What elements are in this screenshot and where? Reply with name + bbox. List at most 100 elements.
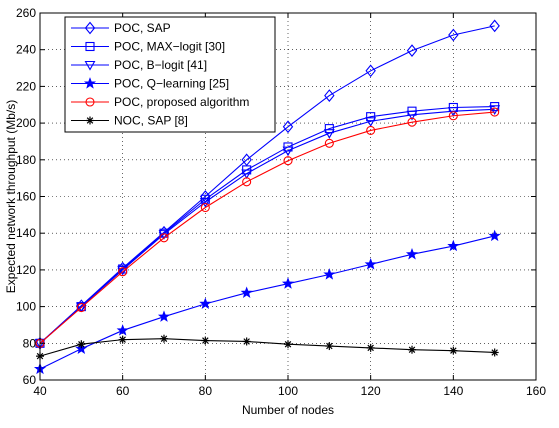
data-point	[118, 335, 127, 344]
data-point	[77, 340, 86, 349]
legend-item: POC, Q−learning [25]	[71, 77, 229, 91]
legend-label: POC, Q−learning [25]	[114, 77, 229, 91]
data-point	[75, 342, 88, 354]
y-tick-label: 240	[16, 43, 36, 57]
x-tick-label: 100	[278, 384, 298, 398]
data-point	[489, 105, 501, 115]
legend-label: POC, MAX−logit [30]	[114, 40, 225, 54]
y-tick-label: 140	[16, 226, 36, 240]
y-tick-label: 100	[16, 300, 36, 314]
legend: POC, SAP POC, MAX−logit [30] POC, B−logit …	[64, 16, 276, 133]
marker-stroke	[160, 335, 168, 342]
data-point	[324, 138, 334, 148]
data-point	[242, 177, 252, 187]
marker-stroke	[202, 337, 209, 344]
x-tick-label: 80	[199, 384, 213, 398]
data-point	[116, 324, 129, 336]
marker-stroke	[119, 336, 126, 343]
data-point	[448, 28, 459, 42]
data-point	[281, 277, 295, 289]
legend-label: POC, proposed algorithm	[114, 95, 249, 109]
axes: 40 60 80 100 120 140 1606080100120140160180200…	[16, 6, 546, 398]
data-point	[282, 120, 294, 134]
data-point	[490, 348, 499, 357]
data-point	[84, 21, 96, 35]
data-point	[157, 310, 171, 322]
data-point	[242, 337, 251, 346]
series-line	[39, 106, 495, 344]
data-point	[284, 340, 292, 349]
y-tick-label: 200	[16, 116, 36, 130]
data-point	[85, 41, 95, 52]
data-point	[160, 334, 168, 343]
data-point	[85, 97, 95, 107]
data-point	[283, 156, 293, 166]
legend-item: POC, SAP	[71, 21, 171, 35]
data-point	[448, 111, 458, 121]
data-point	[240, 286, 253, 298]
y-tick-label: 260	[16, 6, 36, 20]
series-line	[39, 235, 495, 370]
marker-stroke	[491, 349, 498, 356]
data-point	[365, 117, 377, 127]
marker-stroke	[408, 346, 416, 353]
series-asterisk	[36, 334, 499, 361]
data-point	[405, 247, 419, 260]
y-tick-label: 160	[16, 190, 36, 204]
data-point	[323, 268, 336, 280]
data-point	[366, 112, 376, 122]
series-line	[39, 25, 495, 344]
marker-stroke	[78, 340, 85, 348]
data-point	[488, 229, 501, 242]
legend-item: POC, MAX−logit [30]	[71, 40, 225, 54]
data-point	[447, 107, 459, 117]
data-point	[366, 343, 375, 352]
series-layer	[33, 19, 501, 375]
data-point	[84, 60, 96, 71]
y-tick-label: 180	[16, 153, 36, 167]
x-tick-label: 40	[33, 384, 47, 398]
data-point	[241, 169, 253, 180]
data-point	[406, 44, 418, 57]
marker-stroke	[450, 347, 457, 354]
series-line	[39, 338, 495, 357]
legend-label: POC, SAP	[114, 21, 171, 35]
series-star	[33, 229, 501, 375]
x-tick-label: 140	[443, 384, 463, 398]
data-point	[325, 342, 334, 351]
legend-box	[64, 16, 276, 133]
marker-stroke	[284, 340, 292, 348]
data-point	[83, 77, 97, 89]
data-point	[118, 267, 128, 277]
x-tick-label: 120	[361, 384, 381, 398]
y-axis-label: Expected network throughput (Mb/s)	[4, 100, 18, 293]
x-tick-label: 160	[526, 384, 546, 398]
data-point	[366, 125, 376, 135]
y-tick-label: 60	[23, 373, 37, 387]
legend-item: POC, B−logit [41]	[71, 58, 207, 72]
data-point	[199, 297, 212, 309]
data-point	[489, 19, 500, 33]
legend-item: POC, proposed algorithm	[71, 95, 249, 109]
series-line	[39, 111, 495, 344]
data-point	[324, 89, 335, 102]
data-point	[447, 239, 460, 252]
data-point	[408, 345, 416, 354]
data-point	[200, 202, 210, 213]
legend-label: POC, B−logit [41]	[114, 58, 207, 72]
data-point	[490, 107, 500, 117]
data-point	[86, 116, 94, 125]
x-tick-label: 60	[116, 384, 130, 398]
y-tick-label: 80	[23, 336, 37, 350]
marker-stroke	[86, 117, 94, 124]
data-point	[323, 129, 335, 139]
data-point	[407, 117, 417, 127]
x-axis-label: Number of nodes	[242, 403, 334, 417]
data-point	[449, 346, 458, 355]
data-point	[364, 258, 377, 270]
legend-label: NOC, SAP [8]	[114, 114, 188, 128]
y-tick-label: 220	[16, 79, 36, 93]
data-point	[241, 153, 252, 167]
data-point	[76, 302, 86, 313]
